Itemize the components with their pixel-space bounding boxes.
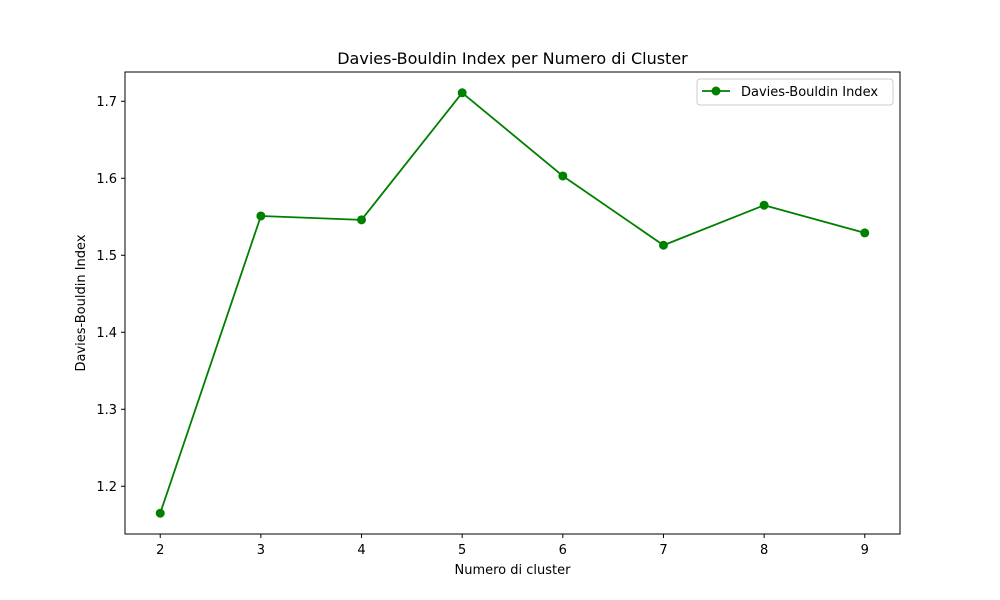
y-tick-label: 1.3 [96, 403, 117, 418]
data-point [860, 228, 870, 238]
x-tick-label: 9 [861, 543, 869, 558]
x-tick-label: 8 [760, 543, 768, 558]
x-tick-label: 7 [659, 543, 667, 558]
x-axis-label: Numero di cluster [455, 563, 572, 578]
data-point [256, 211, 266, 221]
x-tick-label: 4 [357, 543, 365, 558]
y-tick-label: 1.7 [96, 95, 117, 110]
x-axis-ticks: 2 3 4 5 6 7 8 9 [156, 534, 869, 558]
plot-frame [124, 71, 901, 535]
series-line [159, 91, 866, 514]
plot-area [125, 72, 900, 534]
y-tick-label: 1.2 [96, 480, 117, 495]
data-point [155, 508, 165, 518]
legend-marker [711, 86, 721, 96]
data-point [357, 215, 367, 225]
data-point [558, 171, 568, 181]
y-axis-ticks: 1.2 1.3 1.4 1.5 1.6 1.7 [96, 95, 125, 495]
x-tick-label: 6 [559, 543, 567, 558]
y-axis-label: Davies-Bouldin Index [74, 234, 89, 371]
legend-label: Davies-Bouldin Index [741, 85, 878, 100]
chart-title: Davies-Bouldin Index per Numero di Clust… [337, 49, 688, 68]
x-tick-label: 3 [257, 543, 265, 558]
x-tick-label: 2 [156, 543, 164, 558]
data-point [759, 200, 769, 210]
legend-box [696, 78, 894, 106]
y-tick-label: 1.4 [96, 326, 117, 341]
x-tick-label: 5 [458, 543, 466, 558]
series-layer [155, 88, 870, 518]
data-point [658, 240, 668, 250]
data-point [457, 88, 467, 98]
y-tick-label: 1.6 [96, 172, 117, 187]
legend: Davies-Bouldin Index [696, 78, 894, 106]
y-tick-label: 1.5 [96, 249, 117, 264]
